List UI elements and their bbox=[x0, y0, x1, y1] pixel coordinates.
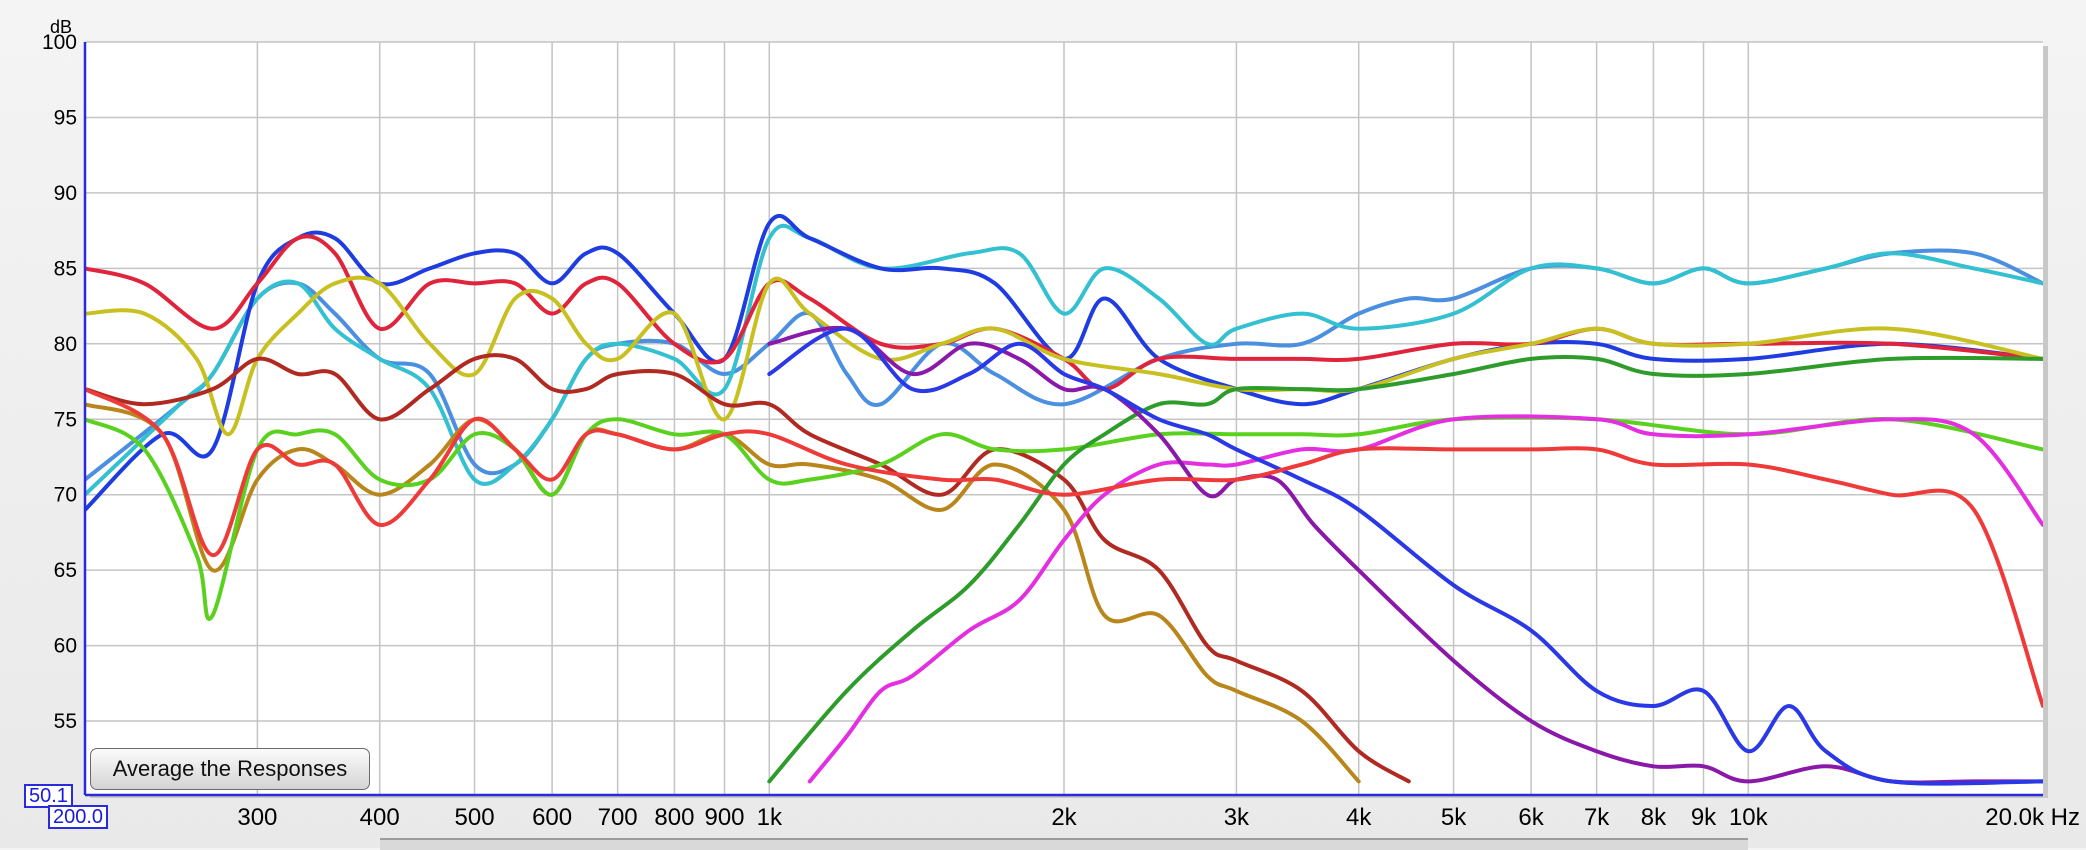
x-tick-label: 7k bbox=[1584, 804, 1610, 831]
x-tick-label: 3k bbox=[1224, 804, 1250, 831]
series-line-13 bbox=[85, 387, 2043, 708]
x-tick-label: 600 bbox=[532, 804, 572, 831]
y-tick-label: 70 bbox=[54, 484, 77, 507]
average-responses-button[interactable]: Average the Responses bbox=[90, 748, 370, 790]
y-tick-label: 100 bbox=[42, 31, 77, 54]
series-line-5 bbox=[85, 275, 2043, 437]
y-tick-label: 80 bbox=[54, 333, 77, 356]
y-tick-label: 60 bbox=[54, 635, 77, 658]
x-tick-label: 800 bbox=[654, 804, 694, 831]
x-tick-label: 1k bbox=[757, 804, 783, 831]
x-axis-ticks: 300 400 500 600 700 800 900 1k 2k 3k 4k 5k 6k 7k 8k 9k 1… bbox=[237, 804, 2080, 831]
x-tick-label: 900 bbox=[704, 804, 744, 831]
series-line-2 bbox=[85, 223, 2043, 497]
y-tick-label: 65 bbox=[54, 559, 77, 582]
y-tick-label: 85 bbox=[54, 257, 77, 280]
x-tick-label: 2k bbox=[1051, 804, 1077, 831]
x-tick-label: 300 bbox=[237, 804, 277, 831]
x-tick-label: 5k bbox=[1441, 804, 1467, 831]
x-tick-label: 8k bbox=[1641, 804, 1667, 831]
x-tick-label: 6k bbox=[1518, 804, 1544, 831]
y-tick-label: 55 bbox=[54, 710, 77, 733]
x-tick-label: 20.0k Hz bbox=[1985, 804, 2080, 831]
x-tick-label: 700 bbox=[598, 804, 638, 831]
bottom-scrollbar[interactable] bbox=[380, 838, 1748, 850]
y-axis-unit-label: dB bbox=[50, 17, 72, 37]
x-tick-label: 400 bbox=[360, 804, 400, 831]
x-tick-label: 10k bbox=[1729, 804, 1769, 831]
y-tick-label: 95 bbox=[54, 106, 77, 129]
series-line-12 bbox=[767, 326, 2043, 786]
x-tick-label: 4k bbox=[1346, 804, 1372, 831]
x-tick-label: 500 bbox=[455, 804, 495, 831]
y-tick-label: 75 bbox=[54, 408, 77, 431]
y-axis-ticks: 100 95 90 85 80 75 70 65 60 55 bbox=[42, 31, 77, 733]
series-line-11 bbox=[767, 325, 2043, 785]
x-tick-label: 9k bbox=[1691, 804, 1717, 831]
series-line-9 bbox=[767, 355, 2043, 784]
x-min-readout[interactable]: 200.0 bbox=[48, 805, 109, 829]
y-tick-label: 90 bbox=[54, 182, 77, 205]
series-line-6 bbox=[85, 353, 1411, 784]
series-lines bbox=[85, 214, 2043, 786]
